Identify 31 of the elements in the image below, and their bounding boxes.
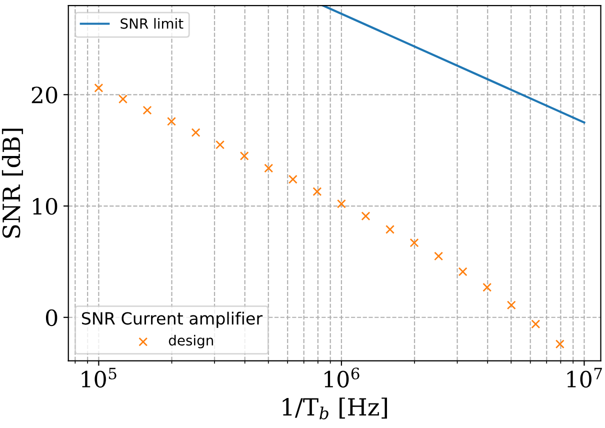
point	[336, 199, 346, 208]
y-axis-title: SNR [dB]	[2, 128, 24, 238]
point	[410, 238, 419, 248]
point	[312, 187, 322, 196]
point	[118, 94, 128, 104]
point	[458, 267, 468, 276]
y-tick-label: 10	[33, 198, 58, 215]
point	[167, 116, 176, 126]
x-tick-label: 10$^{7}$	[567, 368, 602, 388]
point	[506, 300, 516, 310]
y-tick-label: 0	[46, 309, 58, 326]
legend-title: SNR Current amplifier	[82, 312, 263, 328]
point	[288, 174, 298, 184]
point	[434, 252, 444, 261]
point	[386, 224, 395, 234]
point	[240, 151, 249, 160]
point	[361, 212, 370, 221]
point	[216, 140, 225, 150]
legend-label: design	[168, 334, 214, 348]
x-tick-label: 10$^{6}$	[324, 368, 360, 388]
y-tick-label: 20	[32, 86, 58, 104]
point	[142, 106, 152, 115]
point	[94, 83, 104, 92]
x-tick-label: 10$^{5}$	[82, 368, 116, 388]
point	[191, 128, 200, 138]
x-axis-title: 1/T$_{b}$ [Hz]	[282, 398, 387, 420]
point	[555, 340, 564, 349]
point	[531, 320, 540, 329]
point	[482, 282, 492, 292]
point	[264, 164, 274, 173]
legend-label: SNR limit	[120, 18, 184, 29]
